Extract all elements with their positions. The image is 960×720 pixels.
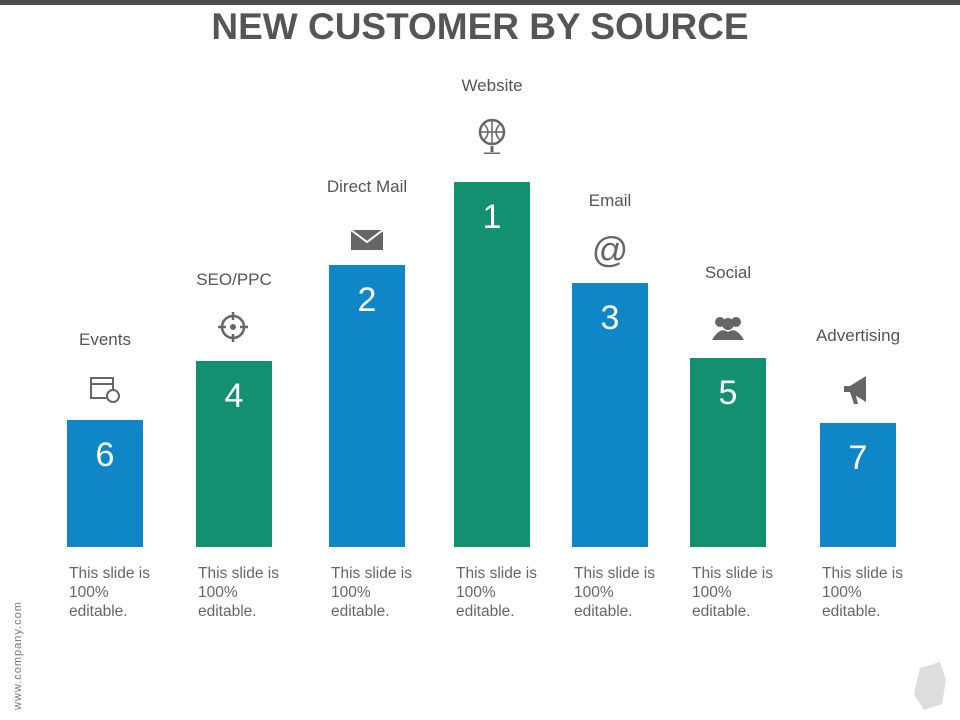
bar: 3 (572, 283, 648, 547)
description: This slide is 100% editable. (574, 565, 655, 620)
source-icon (712, 317, 744, 340)
source-label: Advertising (815, 326, 901, 345)
logo (914, 662, 946, 710)
source-label: Website (461, 76, 523, 95)
description: This slide is 100% editable. (456, 565, 537, 620)
top-border (0, 0, 960, 5)
bar: 7 (820, 423, 896, 547)
source-label: Social (704, 263, 752, 282)
slide-title: NEW CUSTOMER BY SOURCE (211, 6, 749, 47)
source-label: Direct Mail (326, 177, 408, 196)
rank-number: 2 (357, 281, 377, 319)
source-label: Events (79, 330, 131, 349)
source-icon (350, 229, 384, 250)
description: This slide is 100% editable. (331, 565, 412, 620)
description: This slide is 100% editable. (692, 565, 773, 620)
rank-number: 6 (95, 436, 115, 474)
bar: 5 (690, 358, 766, 547)
source-icon (90, 377, 120, 403)
rank-number: 1 (482, 198, 502, 236)
footer-website: www.company.com (12, 601, 24, 710)
bar: 6 (67, 420, 143, 547)
source-icon (218, 312, 248, 342)
rank-number: 3 (600, 299, 620, 337)
rank-number: 7 (848, 439, 868, 477)
source-label: SEO/PPC (196, 270, 272, 289)
bar: 1 (454, 182, 530, 547)
description: This slide is 100% editable. (69, 565, 150, 620)
bar: 4 (196, 361, 272, 547)
source-icon: @ (592, 232, 628, 268)
rank-number: 5 (718, 374, 738, 412)
source-label: Email (588, 191, 632, 210)
description: This slide is 100% editable. (198, 565, 279, 620)
bar: 2 (329, 265, 405, 547)
description: This slide is 100% editable. (822, 565, 903, 620)
source-icon (478, 118, 506, 154)
source-icon (844, 376, 866, 404)
rank-number: 4 (224, 377, 244, 415)
svg-text:@: @ (592, 232, 628, 268)
